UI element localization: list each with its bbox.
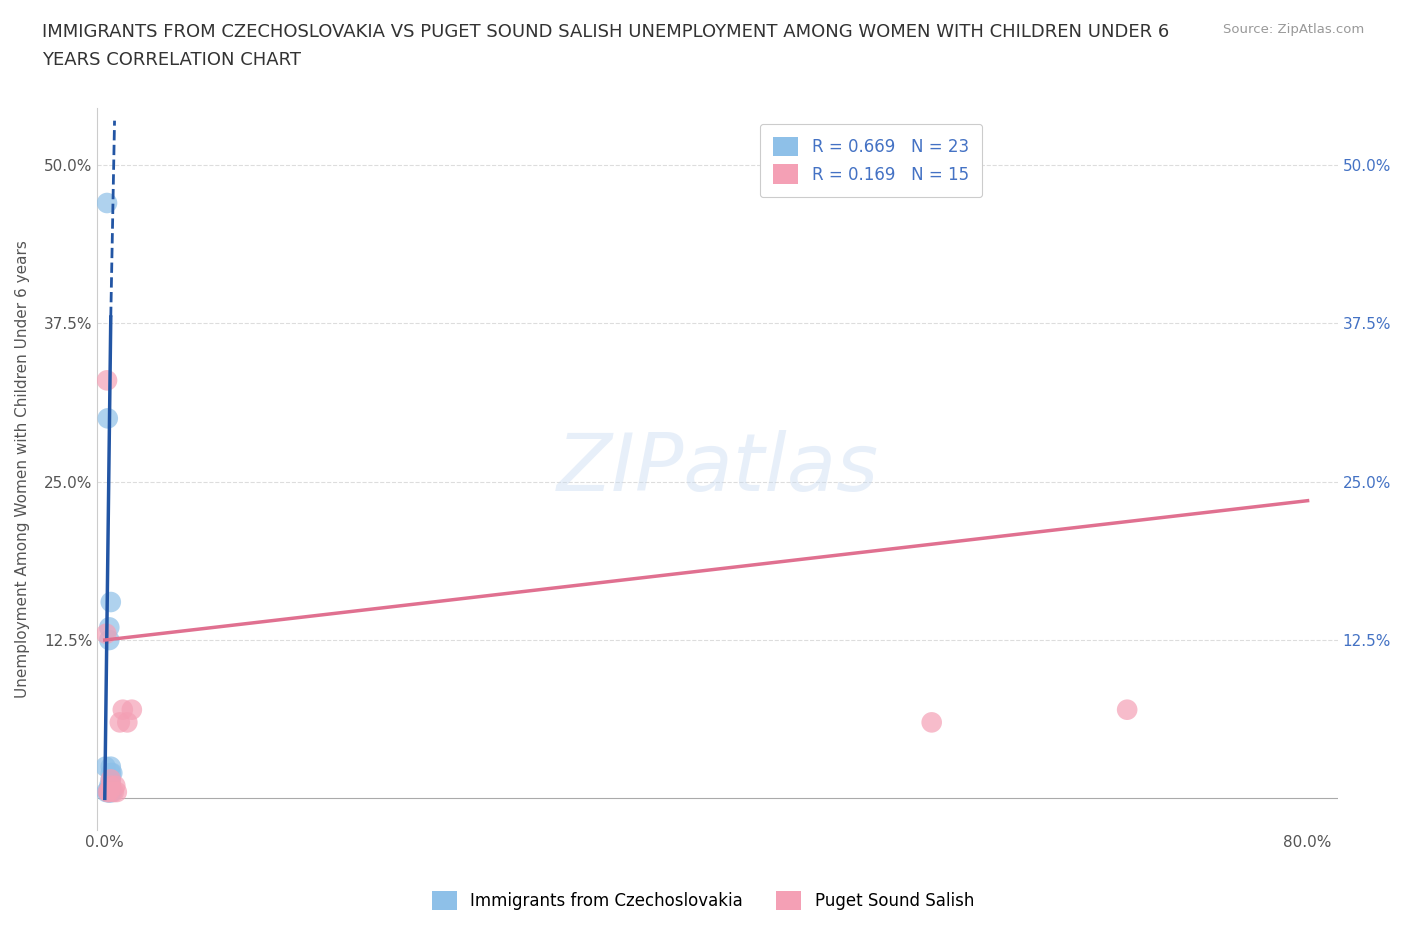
Point	[97, 785, 120, 800]
Point	[97, 411, 120, 426]
Legend: R = 0.669   N = 23, R = 0.169   N = 15: R = 0.669 N = 23, R = 0.169 N = 15	[759, 124, 981, 197]
Point	[98, 785, 121, 800]
Point	[98, 632, 121, 647]
Point	[105, 785, 128, 800]
Point	[94, 759, 117, 774]
Point	[101, 765, 124, 780]
Point	[100, 772, 122, 787]
Point	[96, 785, 118, 800]
Text: Source: ZipAtlas.com: Source: ZipAtlas.com	[1223, 23, 1364, 36]
Text: IMMIGRANTS FROM CZECHOSLOVAKIA VS PUGET SOUND SALISH UNEMPLOYMENT AMONG WOMEN WI: IMMIGRANTS FROM CZECHOSLOVAKIA VS PUGET …	[42, 23, 1170, 41]
Point	[98, 785, 121, 800]
Point	[100, 765, 122, 780]
Point	[97, 785, 120, 800]
Point	[98, 782, 121, 797]
Point	[100, 782, 122, 797]
Point	[1116, 702, 1139, 717]
Legend: Immigrants from Czechoslovakia, Puget Sound Salish: Immigrants from Czechoslovakia, Puget So…	[425, 884, 981, 917]
Point	[108, 715, 131, 730]
Point	[103, 785, 125, 800]
Point	[117, 715, 139, 730]
Point	[98, 785, 121, 800]
Point	[100, 772, 122, 787]
Point	[98, 781, 121, 796]
Point	[96, 195, 118, 210]
Text: YEARS CORRELATION CHART: YEARS CORRELATION CHART	[42, 51, 301, 69]
Text: ZIPatlas: ZIPatlas	[557, 430, 879, 508]
Point	[100, 778, 122, 793]
Y-axis label: Unemployment Among Women with Children Under 6 years: Unemployment Among Women with Children U…	[15, 240, 30, 698]
Point	[98, 778, 121, 793]
Point	[100, 778, 122, 793]
Point	[104, 778, 127, 793]
Point	[121, 702, 143, 717]
Point	[921, 715, 943, 730]
Point	[96, 626, 118, 641]
Point	[100, 759, 122, 774]
Point	[100, 785, 122, 800]
Point	[97, 785, 120, 800]
Point	[96, 373, 118, 388]
Point	[98, 620, 121, 635]
Point	[101, 785, 124, 800]
Point	[100, 594, 122, 609]
Point	[111, 702, 134, 717]
Point	[100, 785, 122, 800]
